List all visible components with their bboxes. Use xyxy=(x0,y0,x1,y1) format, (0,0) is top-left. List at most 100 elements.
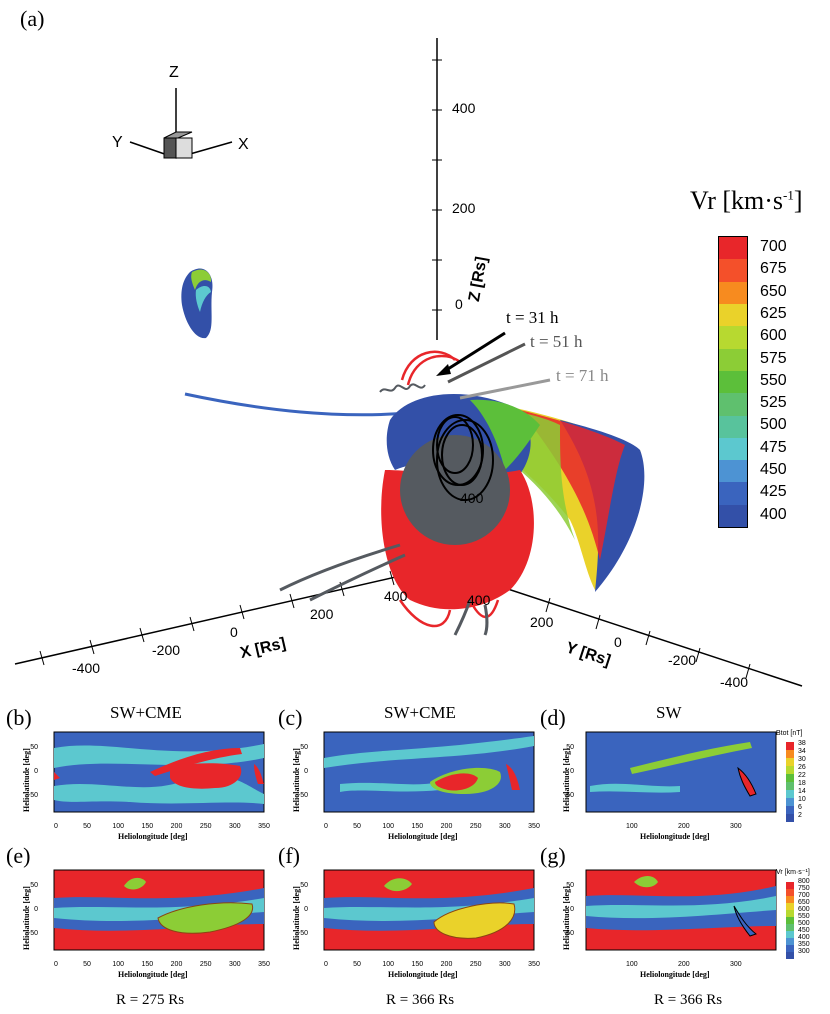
y-tick-200: 200 xyxy=(530,614,554,630)
r-label-f: R = 366 Rs xyxy=(386,992,455,1008)
y-tick-label: -50 xyxy=(563,930,574,937)
x-tick-neg400: -400 xyxy=(72,660,101,676)
small-colorbar-tick: 550 xyxy=(798,913,810,920)
colorbar-tick-label: 450 xyxy=(760,461,787,479)
panel-d-map xyxy=(585,731,794,822)
colorbar-tick-label: 650 xyxy=(760,282,787,300)
x-tick-label: 100 xyxy=(112,961,125,968)
small-colorbar-tick: 600 xyxy=(798,906,810,913)
x-tick-neg200: -200 xyxy=(152,642,181,658)
colorbar-tick-label: 475 xyxy=(760,438,787,456)
x-tick-label: 100 xyxy=(382,961,395,968)
x-tick-label: 200 xyxy=(440,823,453,830)
z-tick-400: 400 xyxy=(452,100,476,116)
small-colorbar-tick: 300 xyxy=(798,948,810,955)
colorbar-swatch xyxy=(719,303,747,327)
panel-c-title: SW+CME xyxy=(384,703,456,722)
y-tick-label: -50 xyxy=(297,930,308,937)
x-tick-label: 100 xyxy=(112,823,125,830)
colorbar-tick-label: 550 xyxy=(760,371,787,389)
x-tick-label: 300 xyxy=(499,961,511,968)
panel-b-ylabel: Heliolatitude [deg] xyxy=(22,748,31,812)
z-tick-200: 200 xyxy=(452,200,476,216)
small-colorbar-tick: 30 xyxy=(798,756,806,763)
x-tick-label: 350 xyxy=(528,823,540,830)
colorbar-swatch xyxy=(719,460,747,483)
y-tick-label: 50 xyxy=(566,882,574,889)
colorbar-swatch xyxy=(719,393,747,416)
r-label-e: R = 275 Rs xyxy=(116,992,185,1008)
x-tick-label: 250 xyxy=(469,961,482,968)
panel-b-title: SW+CME xyxy=(110,703,182,722)
colorbar-title-sup: -1 xyxy=(783,187,794,203)
colorbar-title: Vr [km·s-1] xyxy=(690,186,803,216)
x-tick-label: 200 xyxy=(170,961,183,968)
panel-a-3d-plot xyxy=(14,38,803,687)
isolated-cme-fragment xyxy=(181,268,213,339)
z-tick-0: 0 xyxy=(455,296,463,312)
y-tick-label: -50 xyxy=(27,930,38,937)
colorbar-tick-label: 525 xyxy=(760,394,787,412)
y-tick-label: 0 xyxy=(304,906,308,913)
y-tick-neg400: -400 xyxy=(720,674,749,690)
x-tick-label: 250 xyxy=(199,961,212,968)
panel-d-ylabel: Heliolatitude [deg] xyxy=(562,748,571,812)
x-tick-label: 0 xyxy=(324,961,328,968)
x-tick-label: 150 xyxy=(411,823,424,830)
small-colorbar-tick: 14 xyxy=(798,788,806,795)
panel-g-ylabel: Heliolatitude [deg] xyxy=(562,886,571,950)
colorbar-swatch xyxy=(719,259,747,282)
y-tick-label: 50 xyxy=(300,744,308,751)
panel-d-xlabel: Heliolongitude [deg] xyxy=(640,832,710,841)
small-colorbar-tick: 22 xyxy=(798,772,806,779)
inner-tick-1: 400 xyxy=(460,490,484,506)
panel-b-label: (b) xyxy=(6,705,32,730)
small-colorbar-tick: 750 xyxy=(798,885,810,892)
x-tick-0: 0 xyxy=(230,624,238,640)
x-tick-label: 150 xyxy=(411,961,424,968)
vr-colorbar xyxy=(718,236,748,528)
colorbar-swatch xyxy=(719,504,747,528)
colorbar-tick-label: 675 xyxy=(760,260,787,278)
x-tick-label: 50 xyxy=(353,961,361,968)
panel-c-ylabel: Heliolatitude [deg] xyxy=(292,748,301,812)
x-tick-label: 100 xyxy=(382,823,395,830)
time-label-31h: t = 31 h xyxy=(506,308,559,327)
x-tick-label: 50 xyxy=(83,823,91,830)
colorbar-tick-label: 575 xyxy=(760,349,787,367)
small-colorbar-tick: 10 xyxy=(798,796,806,803)
cme-flux-rope xyxy=(279,350,645,636)
x-tick-label: 50 xyxy=(83,961,91,968)
panel-f-label: (f) xyxy=(278,843,300,868)
x-tick-label: 300 xyxy=(730,823,742,830)
x-tick-label: 150 xyxy=(141,823,154,830)
x-tick-label: 300 xyxy=(229,961,241,968)
y-tick-label: -50 xyxy=(297,792,308,799)
colorbar-swatch xyxy=(719,370,747,394)
small-colorbar-tick: 500 xyxy=(798,920,810,927)
y-tick-neg200: -200 xyxy=(668,652,697,668)
panel-b-xlabel: Heliolongitude [deg] xyxy=(118,832,188,841)
colorbar-tick-label: 700 xyxy=(760,238,787,255)
vr-small-cb-title: Vr [km·s⁻¹] xyxy=(776,869,810,876)
x-tick-label: 100 xyxy=(626,961,638,968)
colorbar-swatch xyxy=(719,437,747,461)
panel-f-ylabel: Heliolatitude [deg] xyxy=(292,886,301,950)
colorbar-tick-label: 600 xyxy=(760,327,787,345)
panel-d-label: (d) xyxy=(540,705,566,730)
panel-e-xlabel: Heliolongitude [deg] xyxy=(118,970,188,979)
panel-c-xlabel: Heliolongitude [deg] xyxy=(388,832,458,841)
panel-d-title: SW xyxy=(656,703,682,722)
x-tick-label: 0 xyxy=(324,823,328,830)
y-tick-label: 0 xyxy=(570,768,574,775)
small-colorbar-tick: 400 xyxy=(798,934,810,941)
panel-f-map xyxy=(323,869,535,951)
y-tick-label: 0 xyxy=(34,906,38,913)
panel-g-map xyxy=(585,869,794,959)
y-tick-label: 50 xyxy=(566,744,574,751)
small-colorbar-tick: 350 xyxy=(798,941,810,948)
colorbar-title-main: Vr [km·s xyxy=(690,186,784,215)
panel-e-label: (e) xyxy=(6,843,31,868)
small-colorbar-tick: 2 xyxy=(798,812,802,819)
